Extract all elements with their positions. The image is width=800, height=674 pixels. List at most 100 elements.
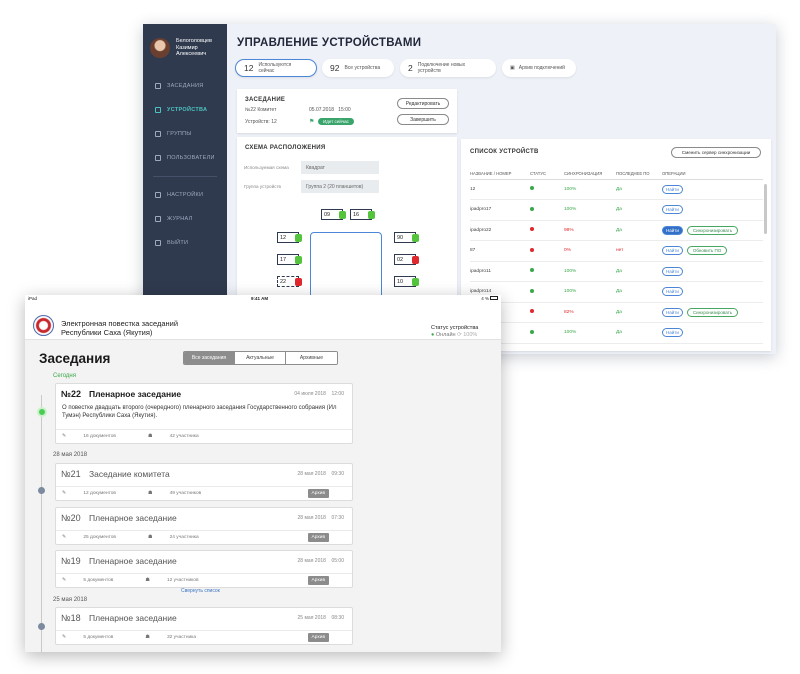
members-count: 49 участников	[169, 491, 202, 496]
row-action-button[interactable]: Синхронизировать	[686, 307, 739, 317]
status-badge: Идет сейчас	[318, 118, 354, 125]
session-card[interactable]: №20 Пленарное заседание 28 мая 2018 07:3…	[55, 507, 353, 545]
user-profile[interactable]: Белоголовцев Казимир Алексеевич	[143, 24, 227, 64]
session-card[interactable]: №22 Пленарное заседание 04 июля 2018 12:…	[55, 383, 353, 444]
session-time: 12:00	[331, 391, 344, 397]
session-date: 28 мая 2018	[297, 558, 326, 564]
last-software: Да	[616, 261, 662, 282]
timeline-dot-active	[37, 407, 47, 417]
sync-value: 100%	[564, 179, 616, 200]
seat[interactable]: 10	[394, 276, 419, 287]
find-button[interactable]: Найти	[662, 184, 683, 194]
seat[interactable]: 17	[277, 254, 302, 265]
sidebar-item-log[interactable]: ЖУРНАЛ	[143, 207, 227, 231]
seat[interactable]: 02	[394, 254, 419, 265]
sidebar-item-groups[interactable]: ГРУППЫ	[143, 122, 227, 146]
last-software: нет	[616, 240, 662, 262]
status-bar: iPad 9:41 AM 4 %	[25, 295, 501, 303]
session-time: 07:30	[331, 515, 344, 521]
status-cell	[530, 179, 564, 200]
sync-percent: 100%	[463, 332, 478, 338]
meetings-icon	[155, 83, 161, 89]
session-card[interactable]: №21 Заседание комитета 28 мая 2018 09:30…	[55, 463, 353, 501]
seat[interactable]: 09	[321, 209, 346, 220]
find-button[interactable]: Найти	[662, 266, 683, 276]
battery-level: 4 %	[481, 296, 489, 301]
session-footer: ✎ 5 документов ☗ 32 участника Архив	[56, 630, 352, 644]
sidebar-item-settings[interactable]: НАСТРОЙКИ	[143, 183, 227, 207]
seat-number: 16	[353, 212, 360, 218]
segment-archive[interactable]: Архивные	[286, 352, 337, 364]
operations-cell: Найти	[662, 199, 763, 221]
column-header: НАЗВАНИЕ / НОМЕР	[470, 169, 530, 180]
seat-status	[295, 278, 302, 286]
archive-badge: Архив	[307, 489, 329, 498]
segment-all[interactable]: Все заседания	[184, 352, 235, 364]
session-footer: ✎ 16 документов ☗ 42 участника	[56, 429, 352, 443]
docs-count: 5 документов	[83, 635, 114, 640]
device-management-window: Белоголовцев Казимир Алексеевич ЗАСЕДАНИ…	[143, 24, 776, 354]
people-icon: ☗	[145, 578, 150, 583]
stat-in-use[interactable]: 12 Используются сейчас	[235, 59, 317, 77]
archive-icon: ▣	[510, 65, 515, 71]
segment-current[interactable]: Актуальные	[235, 352, 286, 364]
sync-value: 100%	[564, 261, 616, 282]
last-software: Да	[616, 281, 662, 303]
status-dot	[530, 309, 534, 314]
seat[interactable]: 22	[277, 276, 302, 287]
session-card[interactable]: №18 Пленарное заседание 25 мая 2018 08:3…	[55, 607, 353, 645]
seat-number: 09	[324, 212, 331, 218]
archive-badge: Архив	[307, 576, 329, 585]
find-button[interactable]: Найти	[662, 225, 683, 235]
seat[interactable]: 90	[394, 232, 419, 243]
people-icon: ☗	[147, 535, 153, 540]
filter-segmented-control: Все заседания Актуальные Архивные	[183, 351, 338, 365]
find-button[interactable]: Найти	[662, 205, 683, 215]
members-count: 42 участника	[169, 434, 199, 439]
seat[interactable]: 16	[350, 209, 375, 220]
stat-number: 2	[408, 63, 413, 73]
scrollbar[interactable]	[764, 184, 767, 234]
app-title-line: Республики Саха (Якутия)	[61, 327, 153, 337]
session-title: Пленарное заседание	[89, 513, 177, 523]
sidebar-item-logout[interactable]: ВЫЙТИ	[143, 231, 227, 255]
row-action-button[interactable]: Синхронизировать	[686, 225, 739, 235]
stat-archive[interactable]: ▣ Архив подключений	[502, 59, 576, 77]
stat-label: Используются сейчас	[258, 62, 292, 74]
device-status-label: Статус устройства	[431, 325, 479, 331]
row-action-button[interactable]: Обновить ПО	[686, 246, 728, 256]
sidebar-item-users[interactable]: ПОЛЬЗОВАТЕЛИ	[143, 146, 227, 170]
find-button[interactable]: Найти	[662, 307, 683, 317]
device-name: 12	[470, 179, 530, 200]
people-icon: ☗	[145, 635, 150, 640]
edit-button[interactable]: Редактировать	[397, 98, 449, 109]
session-card[interactable]: №19 Пленарное заседание 28 мая 2018 05:0…	[55, 550, 353, 588]
users-icon	[155, 155, 161, 161]
status-dot	[530, 206, 534, 211]
session-time: 09:30	[331, 471, 344, 477]
session-footer: ✎ 12 документов ☗ 49 участников Архив	[56, 486, 352, 500]
sidebar-item-meetings[interactable]: ЗАСЕДАНИЯ	[143, 74, 227, 98]
stat-all-devices[interactable]: 92 Все устройства	[322, 59, 394, 77]
change-server-button[interactable]: Сменить сервер синхронизации	[671, 147, 761, 158]
document-icon: ✎	[62, 434, 67, 439]
column-header: ОПЕРАЦИИ	[662, 169, 763, 180]
seat[interactable]: 12	[277, 232, 302, 243]
find-button[interactable]: Найти	[662, 246, 683, 256]
find-button[interactable]: Найти	[662, 287, 683, 297]
scheme-select[interactable]: Квадрат	[301, 161, 379, 174]
seat-status	[295, 256, 302, 264]
session-number: №20	[61, 513, 81, 523]
column-header: СТАТУС	[530, 169, 564, 180]
user-patronymic: Алексеевич	[176, 51, 207, 58]
stat-new-connections[interactable]: 2 Подключение новых устройств	[400, 59, 496, 77]
group-select[interactable]: Группа 2 (20 планшетов)	[301, 180, 379, 193]
sidebar-item-devices[interactable]: УСТРОЙСТВА	[143, 98, 227, 122]
finish-button[interactable]: Завершить	[397, 114, 449, 125]
groups-icon	[155, 131, 161, 137]
session-number: №22	[61, 389, 82, 399]
collapse-list-link[interactable]: Свернуть список	[181, 588, 220, 594]
find-button[interactable]: Найти	[662, 328, 683, 338]
session-title: Пленарное заседание	[89, 613, 177, 623]
table-row: 87 0% нет Найти Обновить ПО	[470, 240, 763, 262]
